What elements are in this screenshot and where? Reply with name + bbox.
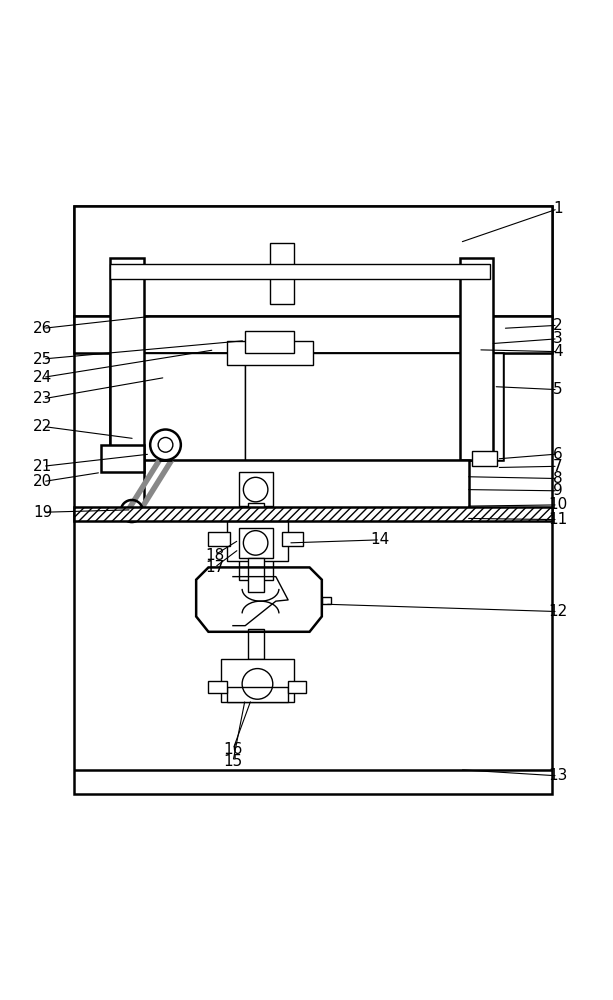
Text: 2: 2 [553,318,563,333]
Text: 14: 14 [370,532,390,547]
Bar [248,629,264,659]
Text: 7: 7 [553,459,563,474]
Bar [460,258,493,460]
Text: 26: 26 [33,321,53,336]
Bar [288,681,306,693]
Text: 1: 1 [553,201,563,216]
Text: 4: 4 [553,344,563,359]
Text: 11: 11 [548,512,568,527]
Text: 24: 24 [33,370,53,385]
Bar [221,659,294,702]
Bar [144,460,469,512]
Bar [270,243,294,304]
Bar [208,681,227,693]
Bar [110,353,245,460]
Bar [239,472,273,506]
Bar [472,451,497,466]
Text: 15: 15 [223,754,243,769]
Bar [282,532,303,546]
Text: 10: 10 [548,497,568,512]
Bar [239,518,273,580]
Bar [110,353,503,460]
Bar [245,331,294,353]
Bar [74,206,552,316]
Bar [208,532,230,546]
Bar [248,503,264,528]
Text: 19: 19 [33,505,53,520]
Text: 8: 8 [553,471,563,486]
Text: 9: 9 [553,483,563,498]
Bar [74,507,552,521]
Bar [245,353,503,460]
Bar [227,341,313,365]
Text: 5: 5 [553,382,563,397]
Text: 20: 20 [33,474,53,489]
Text: 17: 17 [205,560,224,575]
Text: 16: 16 [223,742,243,757]
Text: 22: 22 [33,419,53,434]
Text: 12: 12 [548,604,568,619]
Bar [239,528,273,558]
Bar [250,526,261,537]
Bar [101,445,144,472]
Bar [227,687,288,702]
Text: 3: 3 [553,331,563,346]
Text: 6: 6 [553,447,563,462]
Text: 25: 25 [33,352,53,367]
Bar [74,206,552,794]
Text: 18: 18 [205,548,224,563]
Text: 13: 13 [548,768,568,783]
Bar [227,521,288,561]
Text: 23: 23 [33,391,53,406]
Text: 21: 21 [33,459,53,474]
Bar [110,258,144,460]
Bar [110,264,490,279]
Bar [74,316,552,353]
Bar [248,558,264,592]
Bar [322,597,331,604]
